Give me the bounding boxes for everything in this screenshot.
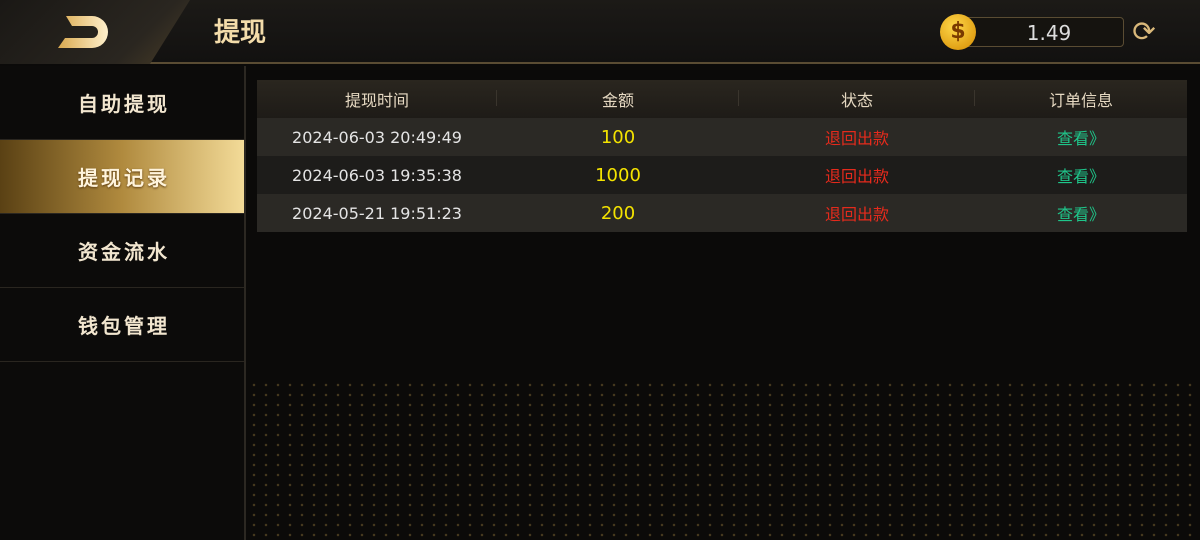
sidebar-item-wallet-manage[interactable]: 钱包管理: [0, 288, 244, 362]
cell-status: 退回出款: [824, 205, 889, 224]
sidebar-item-self-withdraw[interactable]: 自助提现: [0, 66, 244, 140]
header-amount: 金额: [497, 87, 739, 111]
cell-amount: 100: [600, 126, 636, 148]
view-link[interactable]: 查看》: [1056, 167, 1105, 186]
header-time: 提现时间: [257, 87, 497, 111]
background-dots: [248, 380, 1200, 540]
header-status: 状态: [739, 87, 975, 111]
table-row: 2024-06-03 20:49:49 100 退回出款 查看》: [257, 118, 1187, 156]
cell-status: 退回出款: [824, 129, 889, 148]
sidebar-item-withdraw-records[interactable]: 提现记录: [0, 140, 244, 214]
coin-icon: $: [940, 14, 976, 50]
refresh-icon[interactable]: ⟳: [1132, 15, 1156, 48]
cell-status: 退回出款: [824, 167, 889, 186]
view-link[interactable]: 查看》: [1056, 205, 1105, 224]
cell-amount: 1000: [595, 164, 641, 186]
cell-time: 2024-05-21 19:51:23: [292, 203, 462, 223]
balance-display: 1.49: [962, 17, 1124, 47]
sidebar: 自助提现 提现记录 资金流水 钱包管理: [0, 66, 246, 540]
header: 提现 1.49 $ ⟳: [0, 0, 1200, 64]
withdraw-records-table: 提现时间 金额 状态 订单信息 2024-06-03 20:49:49 100 …: [257, 80, 1187, 232]
sidebar-item-fund-flow[interactable]: 资金流水: [0, 214, 244, 288]
view-link[interactable]: 查看》: [1056, 129, 1105, 148]
cell-time: 2024-06-03 20:49:49: [292, 127, 462, 147]
page-title: 提现: [214, 18, 267, 48]
table-row: 2024-05-21 19:51:23 200 退回出款 查看》: [257, 194, 1187, 232]
cell-time: 2024-06-03 19:35:38: [292, 165, 462, 185]
cell-amount: 200: [600, 202, 636, 224]
table-header: 提现时间 金额 状态 订单信息: [257, 80, 1187, 118]
header-order-info: 订单信息: [1048, 91, 1113, 110]
table-row: 2024-06-03 19:35:38 1000 退回出款 查看》: [257, 156, 1187, 194]
back-icon[interactable]: [58, 16, 108, 48]
